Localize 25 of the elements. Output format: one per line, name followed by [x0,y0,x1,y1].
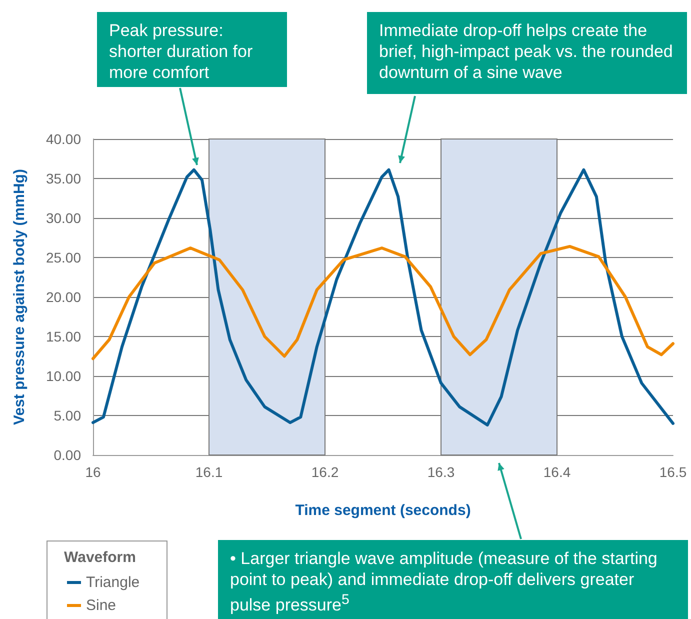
y-tick-label: 35.00 [46,170,82,186]
y-axis-title: Vest pressure against body (mmHg) [11,169,28,425]
line-series [92,168,674,426]
y-tick-label: 0.00 [54,447,82,463]
x-axis-title: Time segment (seconds) [295,502,471,519]
legend-title: Waveform [64,549,136,566]
y-tick-label: 20.00 [46,289,82,305]
legend-label: Sine [86,597,116,614]
x-tick-label: 16 [85,464,101,480]
x-tick-label: 16.3 [427,464,455,480]
text: Peak pressure: shorter duration for more comfort [97,12,287,87]
text: Immediate drop-off helps create the brief, high-impact peak vs. the rounded downturn of a sine wave [367,12,687,94]
y-tick-label: 40.00 [46,131,82,147]
line-series [92,244,674,360]
text: • Larger triangle wave amplitude (measure of the starting point to peak) and immediate drop-off delivers greater pulse pressure$^{5}$ [218,540,688,619]
y-tick-label: 10.00 [46,368,82,384]
x-tick-label: 16.5 [659,464,687,480]
y-tick-label: 30.00 [46,210,82,226]
y-tick-label: 15.00 [46,328,82,344]
x-tick-label: 16.2 [311,464,339,480]
y-tick-label: 5.00 [54,408,82,424]
x-tick-label: 16.1 [195,464,223,480]
legend-label: Triangle [86,574,140,591]
x-tick-label: 16.4 [543,464,571,480]
y-tick-label: 25.00 [46,250,82,266]
